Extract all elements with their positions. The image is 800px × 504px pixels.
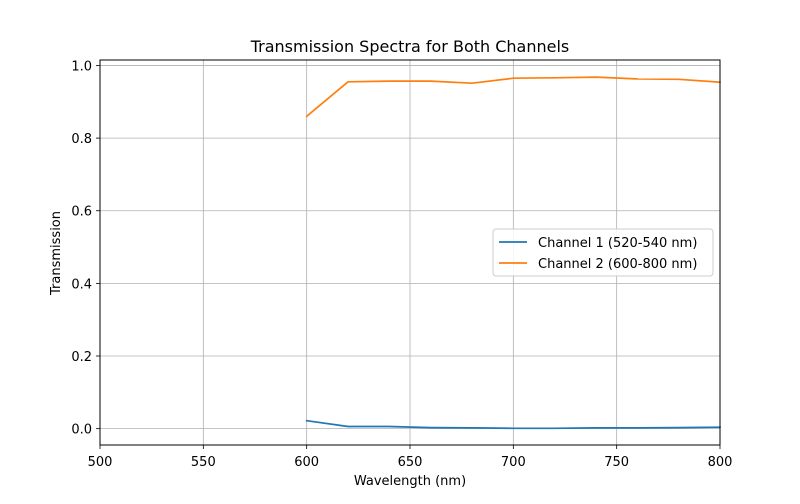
x-tick-label: 750 bbox=[604, 455, 629, 470]
x-tick-label: 600 bbox=[294, 455, 319, 470]
y-tick-label: 0.8 bbox=[71, 132, 92, 147]
x-tick-label: 500 bbox=[88, 455, 113, 470]
legend-label: Channel 2 (600-800 nm) bbox=[538, 257, 697, 272]
y-tick-label: 0.4 bbox=[71, 277, 92, 292]
y-tick-label: 0.2 bbox=[71, 350, 92, 365]
x-tick-label: 550 bbox=[191, 455, 216, 470]
x-tick-label: 700 bbox=[501, 455, 526, 470]
series-line-channel-2 bbox=[305, 76, 721, 118]
legend-box bbox=[492, 228, 714, 277]
series-lines bbox=[305, 76, 721, 430]
legend: Channel 1 (520-540 nm) Channel 2 (600-800… bbox=[492, 228, 714, 277]
x-tick-label: 650 bbox=[398, 455, 423, 470]
y-tick-label: 1.0 bbox=[71, 59, 92, 74]
x-tick-label: 800 bbox=[708, 455, 733, 470]
series-line-channel-1 bbox=[305, 419, 721, 430]
y-tick-label: 0.6 bbox=[71, 205, 92, 220]
y-axis-label: Transmission bbox=[49, 211, 64, 296]
chart-title: Transmission Spectra for Both Channels bbox=[250, 37, 570, 56]
y-tick-label: 0.0 bbox=[71, 423, 92, 438]
axis-ticks: 500 550 600 650 700 750 800 0.0 0.2 0.4 0.6 0.8 1.0 bbox=[71, 59, 732, 470]
x-axis-label: Wavelength (nm) bbox=[354, 474, 466, 489]
legend-label: Channel 1 (520-540 nm) bbox=[538, 236, 697, 251]
grid bbox=[99, 60, 721, 445]
